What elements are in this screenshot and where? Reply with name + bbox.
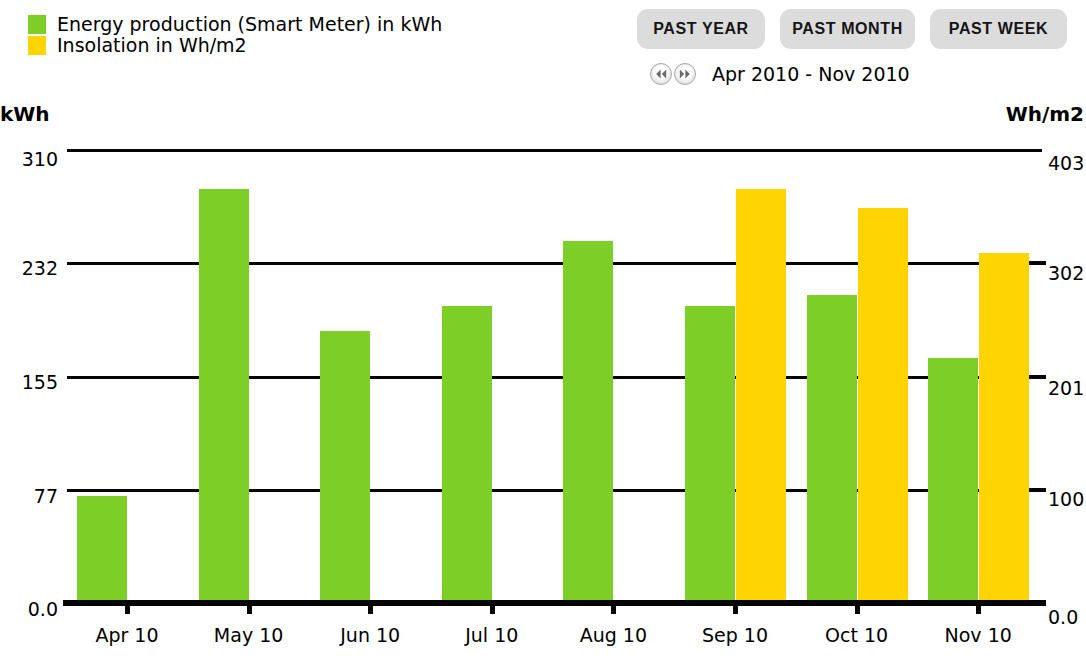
x-axis-tick xyxy=(733,606,738,614)
right-axis-tick-label: 302 xyxy=(1048,262,1084,284)
energy-chart-panel: Energy production (Smart Meter) in kWh I… xyxy=(0,0,1086,656)
left-axis-tick-label: 232 xyxy=(0,257,58,279)
right-axis-tick xyxy=(1028,488,1046,492)
x-axis-category-label: Oct 10 xyxy=(797,624,917,647)
gridline xyxy=(67,149,1042,152)
x-axis-category-label: Jun 10 xyxy=(310,624,430,647)
x-axis-tick xyxy=(855,606,860,614)
left-axis-tick-label: 77 xyxy=(0,485,58,507)
right-axis-tick-label: 0.0 xyxy=(1048,606,1078,628)
energy-production-bar[interactable] xyxy=(807,295,857,600)
energy-production-bar[interactable] xyxy=(77,496,127,600)
x-axis-line xyxy=(63,600,1046,606)
insolation-bar[interactable] xyxy=(979,253,1029,600)
left-axis-tick-label: 155 xyxy=(0,371,58,393)
insolation-bar[interactable] xyxy=(736,189,786,600)
x-axis-category-label: May 10 xyxy=(189,624,309,647)
x-axis-tick xyxy=(611,606,616,614)
x-axis-category-label: Jul 10 xyxy=(432,624,552,647)
energy-production-bar[interactable] xyxy=(320,331,370,600)
x-axis-category-label: Aug 10 xyxy=(553,624,673,647)
x-axis-tick xyxy=(976,606,981,614)
right-axis-tick-label: 100 xyxy=(1048,488,1084,510)
energy-production-bar[interactable] xyxy=(563,241,613,600)
plot-area: 310 403 232 302 155 201 77 100 0.0 0.0 Apr 10May 1… xyxy=(0,0,1086,656)
left-axis-tick-label: 310 xyxy=(0,148,58,170)
right-axis-tick-label: 201 xyxy=(1048,377,1084,399)
x-axis-tick xyxy=(125,606,130,614)
energy-production-bar[interactable] xyxy=(199,189,249,600)
x-axis-tick xyxy=(368,606,373,614)
energy-production-bar[interactable] xyxy=(928,358,978,600)
energy-production-bar[interactable] xyxy=(442,306,492,600)
energy-production-bar[interactable] xyxy=(685,306,735,600)
x-axis-category-label: Nov 10 xyxy=(918,624,1038,647)
x-axis-tick xyxy=(490,606,495,614)
right-axis-tick xyxy=(1028,375,1046,379)
left-axis-tick-label: 0.0 xyxy=(0,598,58,620)
x-axis-tick xyxy=(247,606,252,614)
x-axis-category-label: Sep 10 xyxy=(675,624,795,647)
right-axis-tick xyxy=(1028,261,1046,265)
right-axis-tick-label: 403 xyxy=(1048,152,1084,174)
insolation-bar[interactable] xyxy=(858,208,908,600)
x-axis-category-label: Apr 10 xyxy=(67,624,187,647)
